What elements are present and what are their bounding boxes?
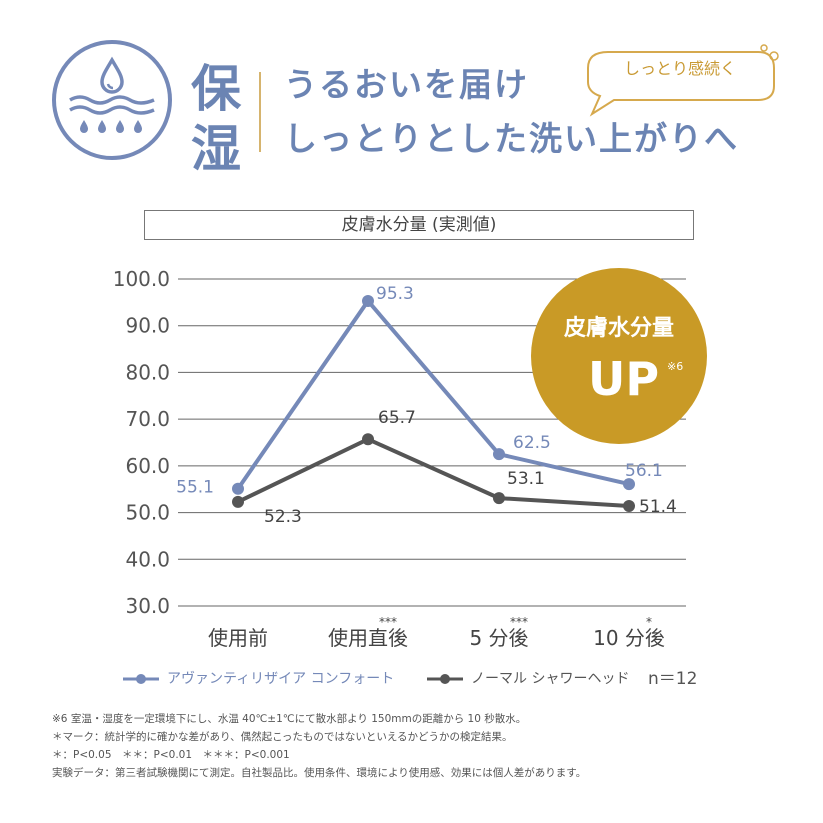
badge-line-1: 皮膚水分量 (563, 316, 674, 341)
footnote-2: ＊マーク：統計学的に確かな差があり、偶然起こったものではないといえるかどうかの検… (52, 731, 513, 743)
legend-item-normal: ノーマル シャワーヘッド (427, 669, 647, 689)
badge-note: ※6 (667, 360, 684, 373)
moisture-up-badge (531, 268, 707, 444)
y-tick-label: 70.0 (125, 407, 170, 431)
data-point (493, 492, 505, 505)
legend-label-comfort: アヴァンティリザイア コンフォート (167, 671, 395, 687)
data-label: 52.3 (264, 507, 302, 527)
footnote-3: ＊：P<0.05 ＊＊：P<0.01 ＊＊＊：P<0.001 (52, 749, 290, 761)
bubble-text: しっとり感続く (623, 59, 736, 78)
y-tick-label: 50.0 (125, 501, 170, 525)
x-category-label: 使用前 (208, 626, 268, 650)
series-line (236, 297, 630, 490)
data-point (232, 482, 244, 495)
data-label: 62.5 (513, 433, 551, 453)
data-point (362, 433, 374, 446)
header-divider (259, 72, 261, 152)
data-label: 51.4 (639, 497, 677, 517)
legend-label-normal: ノーマル シャワーヘッド (471, 671, 630, 687)
footnote-4: 実験データ：第三者試験機関にて測定。自社製品比。使用条件、環境により使用感、効果… (52, 767, 587, 779)
series-0: 55.1 95.3 62.5 56.1 (176, 284, 663, 498)
data-label: 53.1 (507, 469, 545, 489)
data-label: 95.3 (376, 284, 414, 304)
data-point (493, 448, 505, 461)
y-tick-label: 90.0 (125, 314, 170, 338)
series-1: 52.3 65.7 53.1 51.4 (232, 408, 677, 527)
header-kanji-2: 湿 (191, 120, 241, 178)
data-label: 56.1 (625, 461, 663, 481)
y-tick-label: 30.0 (125, 594, 170, 618)
x-category-label: 使用直後 (328, 626, 408, 650)
significance-mark: * (646, 615, 652, 629)
y-tick-label: 100.0 (113, 267, 170, 291)
headline-line-2: しっとりとした洗い上がりへ (284, 119, 739, 158)
footnote-1: ※6 室温・湿度を一定環境下にし、水温 40℃±1℃にて散水部より 150mmの… (52, 713, 527, 725)
x-category-label: 10 分後 (593, 626, 665, 650)
series-line (237, 437, 630, 509)
chart-series: 55.1 95.3 62.5 56.1 52.3 65.7 53.1 51.4 (176, 284, 677, 527)
chart-title: 皮膚水分量 (実測値) (144, 210, 694, 240)
x-axis-categories: 使用前 使用直後***5 分後***10 分後* (208, 615, 665, 650)
data-point (623, 500, 635, 513)
speech-bubble (587, 44, 779, 117)
sample-size-label: n＝12 (648, 669, 698, 689)
headline-line-1: うるおいを届け (284, 65, 529, 104)
legend-swatch-normal (427, 674, 463, 684)
legend-swatch-comfort (123, 674, 159, 684)
significance-mark: *** (510, 615, 528, 629)
y-tick-label: 80.0 (125, 360, 170, 384)
data-label: 65.7 (378, 408, 416, 428)
data-point (232, 495, 244, 508)
header-kanji-1: 保 (191, 60, 241, 118)
significance-mark: *** (379, 615, 397, 629)
x-category-label: 5 分後 (469, 626, 528, 650)
water-drop-moisture-icon (52, 40, 172, 160)
y-tick-label: 60.0 (125, 454, 170, 478)
badge-up-text: UP (588, 352, 660, 406)
data-point (623, 478, 635, 491)
y-axis-ticks: 30.0 40.0 50.0 60.0 70.0 80.0 90.0 100.0 (113, 267, 170, 618)
data-point (362, 294, 374, 307)
y-tick-label: 40.0 (125, 547, 170, 571)
data-label: 55.1 (176, 478, 214, 498)
legend-item-comfort: アヴァンティリザイア コンフォート (123, 669, 423, 689)
